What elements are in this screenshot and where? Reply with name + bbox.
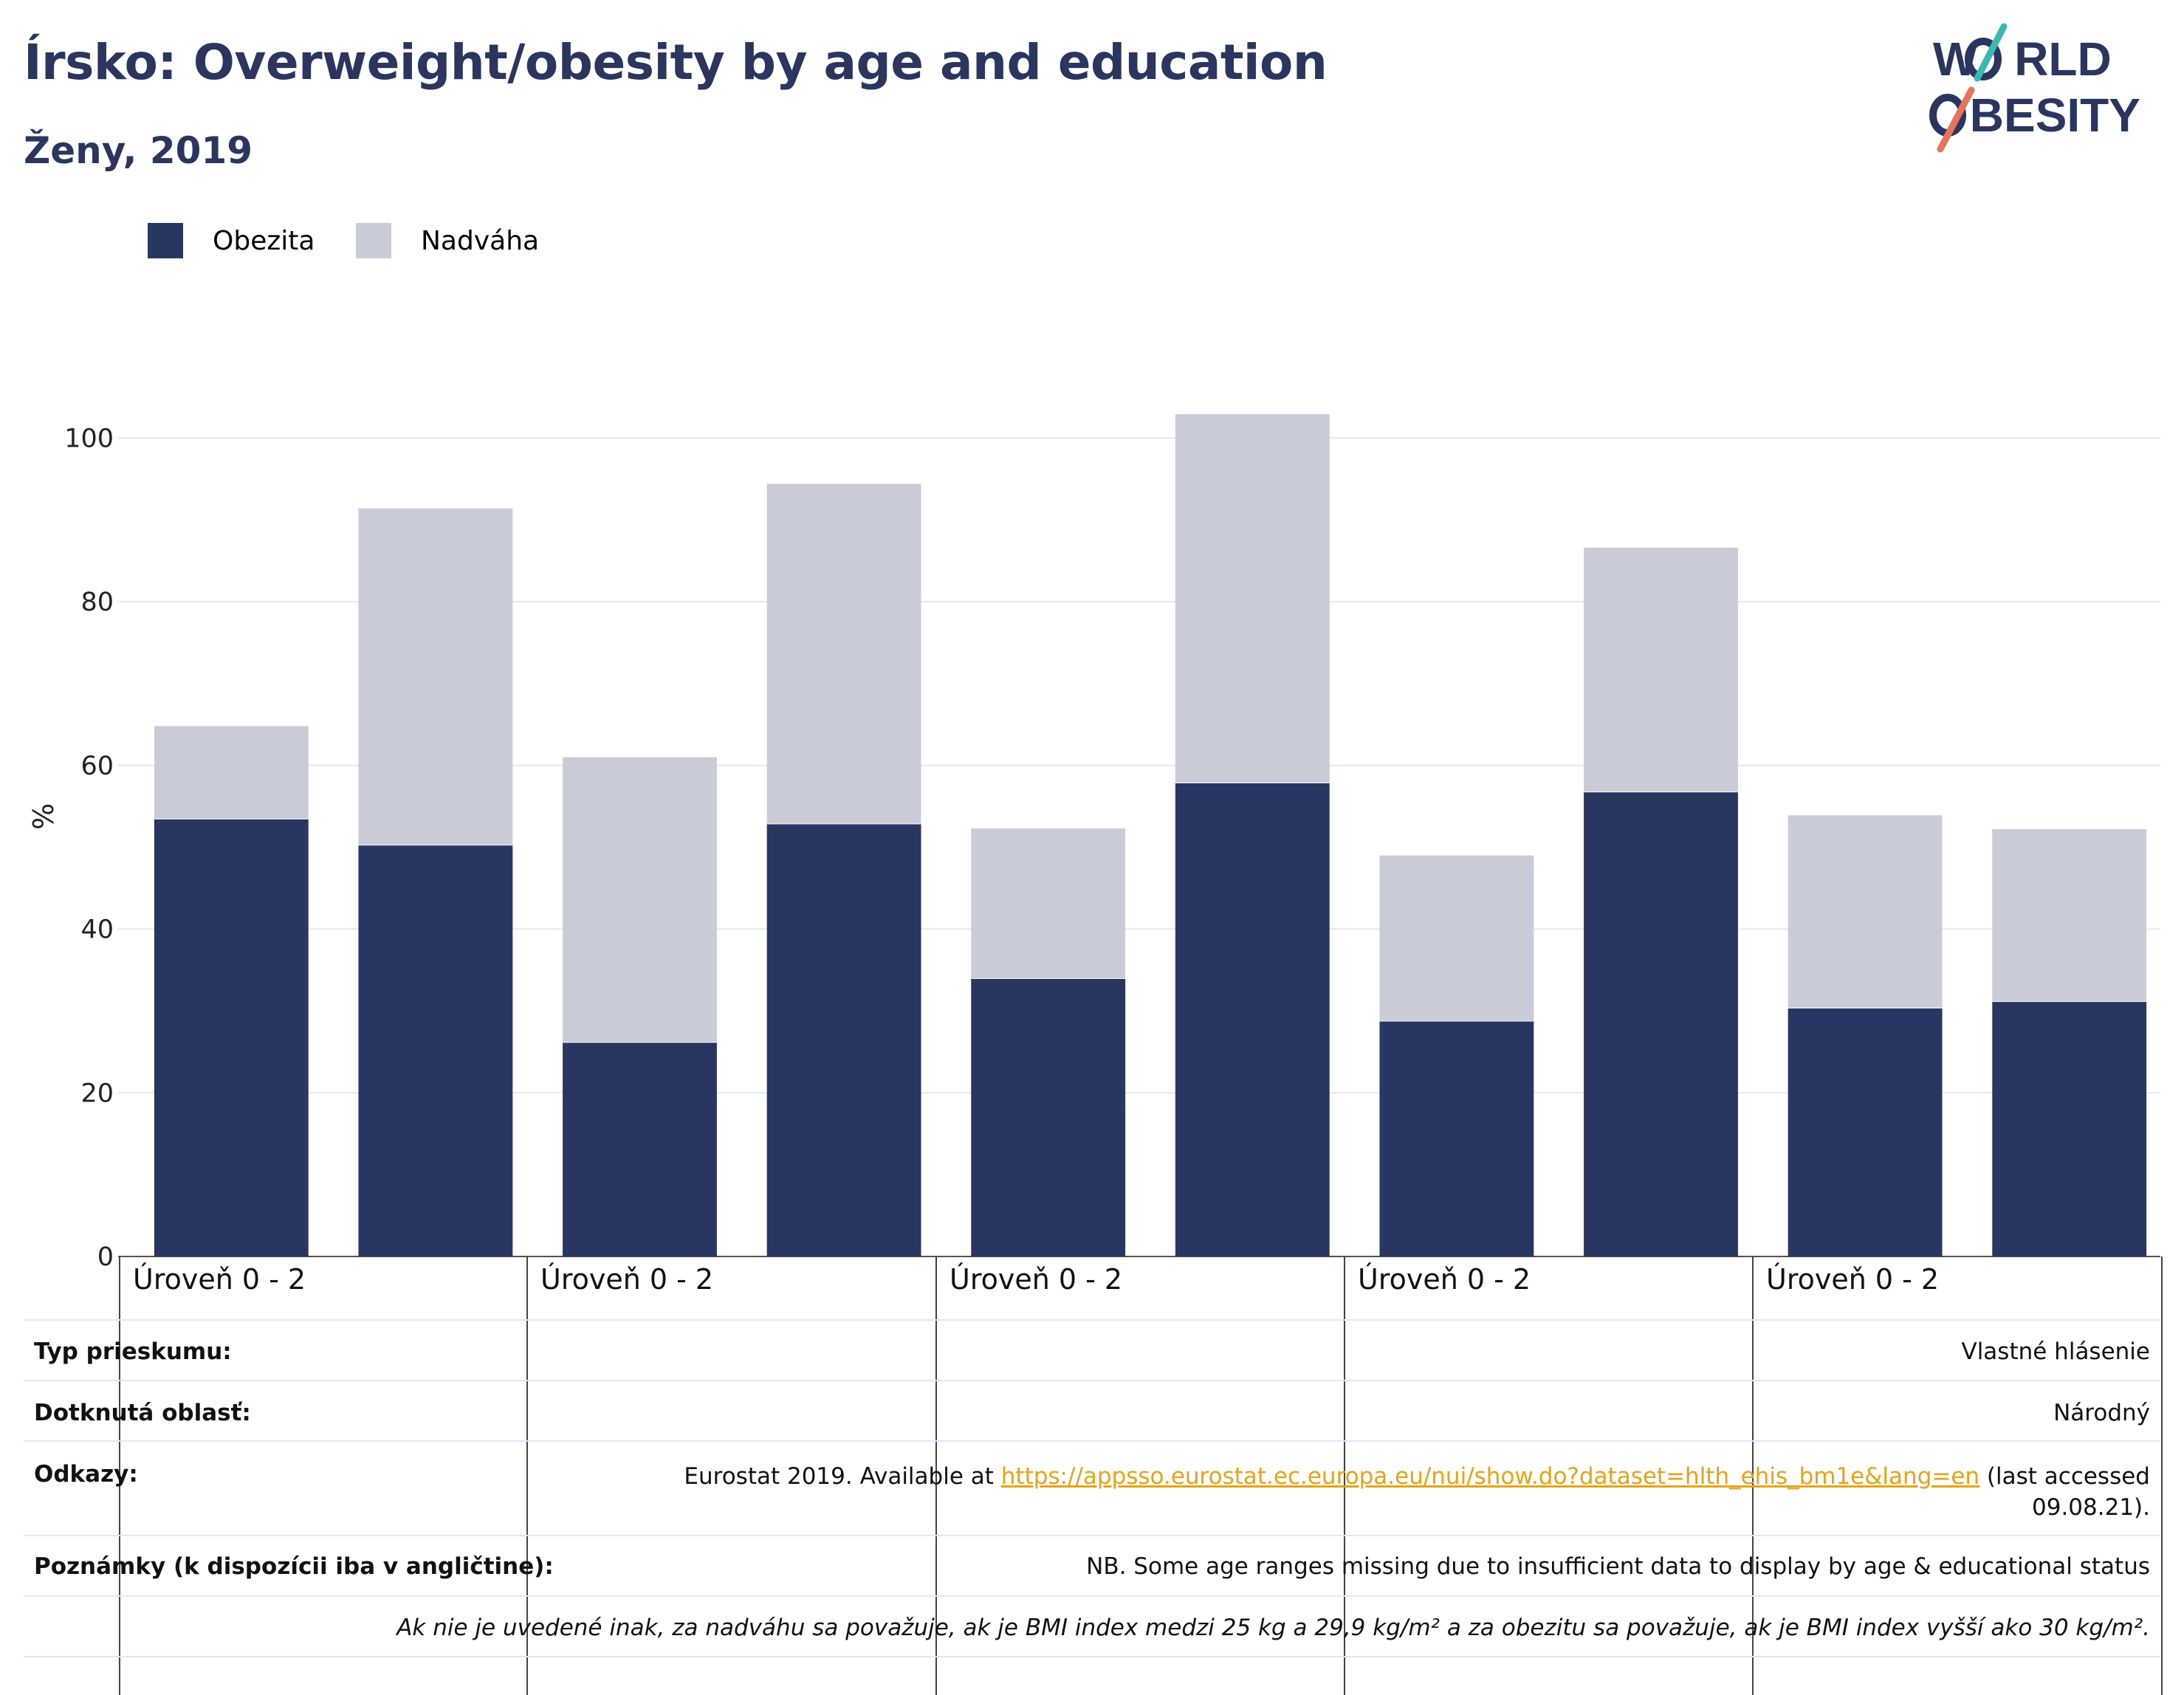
references-prefix: Eurostat 2019. Available at <box>684 1463 1001 1490</box>
area-value: Národný <box>2053 1400 2150 1426</box>
obesity-bar-4 <box>766 823 921 1256</box>
y-tick-label-80: 80 <box>80 588 114 617</box>
legend-label-overweight: Nadváha <box>421 225 540 256</box>
notes-label: Poznámky (k dispozícii iba v angličtine)… <box>34 1553 554 1580</box>
obesity-bar-2 <box>358 845 513 1256</box>
overweight-bar-8 <box>1584 547 1738 792</box>
obesity-bar-10 <box>1992 1001 2147 1256</box>
group-label-5: Úroveň 0 - 2 <box>1766 1263 1939 1296</box>
overweight-bar-1 <box>154 726 309 819</box>
survey-type-label: Typ prieskumu: <box>34 1338 232 1365</box>
group-label-2: Úroveň 0 - 2 <box>540 1263 713 1296</box>
obesity-bar-1 <box>154 818 309 1256</box>
references-label: Odkazy: <box>34 1461 138 1488</box>
overweight-bar-2 <box>358 508 513 845</box>
bars <box>154 414 2147 1256</box>
overweight-bar-3 <box>563 757 717 1042</box>
notes-value: NB. Some age ranges missing due to insuf… <box>1086 1553 2150 1580</box>
y-tick-label-60: 60 <box>80 752 114 781</box>
obesity-bar-7 <box>1379 1020 1534 1256</box>
overweight-bar-6 <box>1175 414 1330 783</box>
table-lines <box>24 1256 2163 1695</box>
overweight-bar-5 <box>971 828 1126 979</box>
references-suffix: (last accessed <box>1979 1463 2150 1490</box>
group-label-3: Úroveň 0 - 2 <box>950 1263 1122 1296</box>
obesity-bar-8 <box>1584 791 1738 1256</box>
legend-swatch-obesity <box>148 223 183 258</box>
y-tick-label-20: 20 <box>80 1079 114 1108</box>
legend-label-obesity: Obezita <box>213 225 315 256</box>
group-label-1: Úroveň 0 - 2 <box>133 1263 306 1296</box>
legend-swatch-overweight <box>356 223 391 258</box>
y-axis-label: % <box>27 803 60 830</box>
references-link[interactable]: https://appsso.eurostat.ec.europa.eu/nui… <box>1000 1463 1980 1490</box>
svg-text:WORLD: WORLD <box>1933 32 2112 86</box>
area-label: Dotknutá oblasť: <box>34 1400 251 1426</box>
definition-footnote: Ak nie je uvedené inak, za nadváhu sa po… <box>396 1615 2150 1641</box>
references-line2: 09.08.21). <box>2032 1494 2150 1521</box>
overweight-bar-7 <box>1379 855 1534 1021</box>
y-tick-label-0: 0 <box>97 1242 114 1272</box>
references-value: Eurostat 2019. Available at https://apps… <box>684 1461 2150 1523</box>
y-tick-label-100: 100 <box>64 424 114 453</box>
chart-title: Írsko: Overweight/obesity by age and edu… <box>24 34 1328 91</box>
obesity-bar-9 <box>1788 1007 1943 1256</box>
overweight-bar-9 <box>1788 815 1943 1008</box>
obesity-bar-6 <box>1175 783 1330 1256</box>
obesity-bar-3 <box>563 1042 717 1256</box>
legend-item-obesity[interactable]: Obezita <box>148 219 315 263</box>
category-labels: Úroveň 0 - 2 Úroveň 0 - 2 Úroveň 0 - 2 Úrov… <box>133 1263 1939 1296</box>
overweight-bar-4 <box>766 484 921 824</box>
legend-item-overweight[interactable]: Nadváha <box>356 219 539 263</box>
group-label-4: Úroveň 0 - 2 <box>1358 1263 1531 1296</box>
obesity-bar-5 <box>971 978 1126 1256</box>
survey-type-value: Vlastné hlásenie <box>1961 1338 2150 1365</box>
chart-subtitle: Ženy, 2019 <box>24 129 253 172</box>
overweight-bar-10 <box>1992 829 2147 1002</box>
y-tick-label-40: 40 <box>80 915 114 945</box>
world-obesity-logo: WORLD OBESITY <box>1929 23 2140 153</box>
